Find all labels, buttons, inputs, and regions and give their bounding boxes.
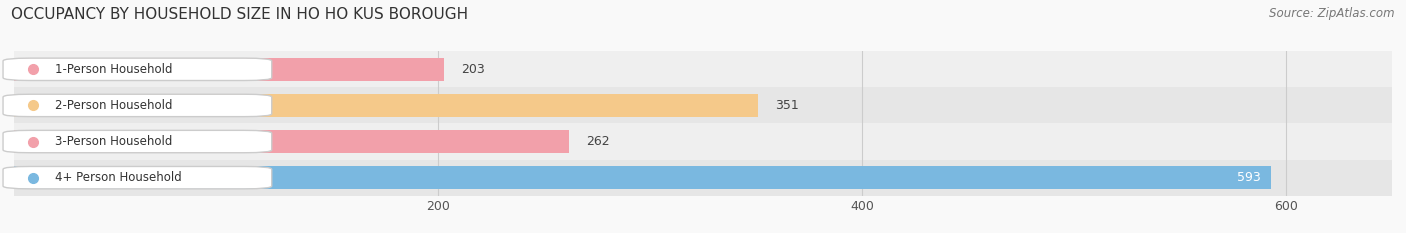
Text: 1-Person Household: 1-Person Household <box>55 63 173 76</box>
Text: 262: 262 <box>586 135 610 148</box>
FancyBboxPatch shape <box>3 58 271 81</box>
FancyBboxPatch shape <box>3 166 271 189</box>
Bar <box>14 130 569 153</box>
Text: 3-Person Household: 3-Person Household <box>55 135 173 148</box>
Text: Source: ZipAtlas.com: Source: ZipAtlas.com <box>1270 7 1395 20</box>
FancyBboxPatch shape <box>3 94 271 117</box>
Text: 351: 351 <box>775 99 799 112</box>
Bar <box>14 123 1392 160</box>
Bar <box>14 87 1392 123</box>
Bar <box>14 160 1392 196</box>
Text: 2-Person Household: 2-Person Household <box>55 99 173 112</box>
Text: 203: 203 <box>461 63 485 76</box>
Text: 4+ Person Household: 4+ Person Household <box>55 171 183 184</box>
Bar <box>14 58 444 81</box>
Bar <box>14 94 758 117</box>
Text: 593: 593 <box>1237 171 1261 184</box>
Text: OCCUPANCY BY HOUSEHOLD SIZE IN HO HO KUS BOROUGH: OCCUPANCY BY HOUSEHOLD SIZE IN HO HO KUS… <box>11 7 468 22</box>
FancyBboxPatch shape <box>3 130 271 153</box>
Bar <box>14 166 1271 189</box>
Bar <box>14 51 1392 87</box>
